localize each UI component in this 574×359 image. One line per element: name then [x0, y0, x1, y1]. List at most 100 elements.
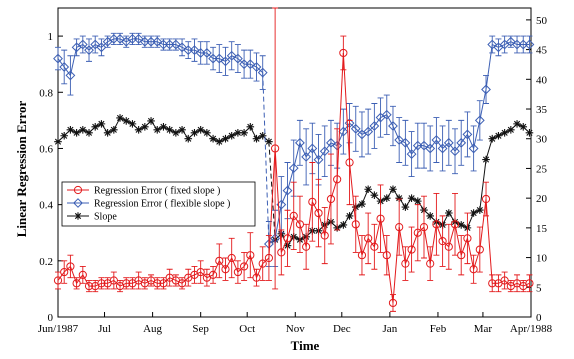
series-fixed-slope-segment — [76, 274, 84, 284]
x-tick-label: Jul — [98, 323, 111, 335]
series-slope-point — [60, 131, 69, 140]
series-flexible-slope-segment — [473, 120, 481, 149]
series-flexible-slope-segment — [256, 66, 264, 73]
series-fixed-slope-point — [246, 251, 255, 260]
series-slope-point — [482, 155, 490, 164]
y-axis-title: Linear Regression Error — [14, 101, 29, 238]
series-flexible-slope-point — [456, 137, 467, 148]
series-fixed-slope-point — [159, 279, 168, 288]
series-slope-point — [184, 134, 193, 143]
series-slope-point — [234, 128, 242, 137]
series-fixed-slope-point — [419, 223, 429, 232]
series-flexible-slope-point — [59, 62, 70, 72]
series-slope-point — [364, 185, 372, 194]
series-fixed-slope-segment — [504, 280, 512, 287]
series-flexible-slope-segment — [454, 142, 462, 152]
series-slope-point — [196, 126, 205, 134]
series-fixed-slope-segment — [355, 224, 363, 256]
series-slope-point — [426, 212, 434, 220]
series-flexible-slope-segment — [311, 148, 319, 160]
series-flexible-slope-point — [388, 121, 398, 131]
series-fixed-slope-errorbar — [278, 229, 285, 276]
series-fixed-slope-point — [333, 175, 342, 184]
series-fixed-slope-segment — [479, 198, 487, 250]
series-flexible-slope-segment — [237, 58, 245, 65]
series-slope-segment — [479, 159, 487, 211]
series-flexible-slope-segment — [63, 66, 71, 76]
right-y-tick-label: 35 — [536, 104, 548, 116]
right-y-tick-label: 45 — [536, 45, 548, 57]
series-fixed-slope-segment — [367, 238, 375, 248]
series-flexible-slope-segment — [466, 134, 475, 149]
series-fixed-slope-point — [233, 267, 242, 277]
series-flexible-slope-point — [115, 33, 125, 44]
series-flexible-slope-point — [481, 84, 491, 95]
series-fixed-slope-errorbar — [514, 274, 521, 293]
series-flexible-slope-segment — [324, 142, 332, 152]
series-flexible-slope-point — [425, 143, 436, 154]
series-flexible-slope-segment — [262, 72, 270, 244]
series-slope-point — [79, 126, 87, 134]
series-fixed-slope-segment — [57, 271, 65, 281]
series-fixed-slope-errorbar — [427, 246, 434, 281]
series-flexible-slope-point — [53, 53, 63, 64]
series-slope-point — [358, 200, 366, 208]
right-y-tick-label: 15 — [536, 223, 548, 235]
series-slope-point — [85, 128, 93, 137]
series-slope-point — [91, 123, 100, 131]
series-slope-point — [153, 126, 162, 134]
series-fixed-slope-errorbar — [55, 271, 61, 290]
x-tick-label: Apr/1988 — [510, 323, 553, 335]
series-fixed-slope-point — [351, 220, 360, 229]
series-flexible-slope-segment — [57, 58, 65, 68]
series-slope-point — [507, 126, 515, 134]
series-slope-point — [345, 212, 354, 220]
series-fixed-slope-point — [326, 194, 336, 204]
series-flexible-slope-point — [443, 137, 454, 148]
series-fixed-slope-errorbar — [365, 212, 372, 265]
legend-marker-fixed-slope — [73, 185, 83, 195]
series-fixed-slope-segment — [336, 52, 344, 180]
series-slope-point — [97, 120, 106, 128]
series-flexible-slope-point — [338, 126, 349, 137]
series-fixed-slope-point — [289, 211, 298, 220]
legend: Regression Error ( fixed slope ) Regressi… — [61, 181, 256, 227]
series-fixed-slope-point — [308, 197, 317, 206]
series-fixed-slope-segment — [435, 224, 444, 242]
series-fixed-slope-segment — [237, 266, 245, 273]
series-fixed-slope-segment — [417, 226, 425, 234]
series-fixed-slope-segment — [262, 257, 270, 264]
x-tick-label: Nov — [286, 323, 305, 335]
series-fixed-slope-errorbar — [358, 235, 365, 276]
right-y-tick-label: 5 — [536, 282, 542, 294]
series-fixed-slope-point — [525, 279, 534, 288]
series-fixed-slope-segment — [311, 201, 319, 214]
series-fixed-slope-segment — [373, 218, 382, 247]
series-fixed-slope-point — [221, 265, 230, 274]
series-flexible-slope-segment — [448, 142, 456, 152]
series-fixed-slope-point — [72, 279, 81, 288]
series-flexible-slope-segment — [342, 122, 350, 132]
series-fixed-slope-segment — [200, 271, 208, 279]
series-slope-segment — [249, 126, 257, 139]
series-fixed-slope-segment — [411, 232, 419, 250]
series-fixed-slope-errorbar — [402, 246, 409, 281]
legend-label-flexible-slope: Regression Error ( flexible slope ) — [94, 199, 230, 210]
series-fixed-slope-segment — [218, 260, 226, 270]
series-slope-segment — [466, 212, 475, 229]
series-fixed-slope-segment — [293, 215, 301, 225]
legend-marker-slope — [74, 212, 82, 220]
series-flexible-slope-errorbar — [303, 128, 310, 186]
series-fixed-slope-point — [488, 279, 497, 288]
series-slope-point — [227, 131, 236, 140]
series-flexible-slope-point — [90, 39, 101, 50]
series-flexible-slope-segment — [367, 125, 375, 132]
series-fixed-slope-point — [122, 279, 131, 288]
x-tick-label: Jun/1987 — [38, 323, 79, 335]
series-flexible-slope-point — [201, 48, 212, 58]
series-fixed-slope-segment — [63, 266, 71, 273]
series-fixed-slope-point — [388, 298, 398, 308]
series-flexible-slope-point — [326, 137, 336, 148]
series-flexible-slope-point — [468, 143, 479, 154]
series-flexible-slope-point — [394, 135, 405, 145]
